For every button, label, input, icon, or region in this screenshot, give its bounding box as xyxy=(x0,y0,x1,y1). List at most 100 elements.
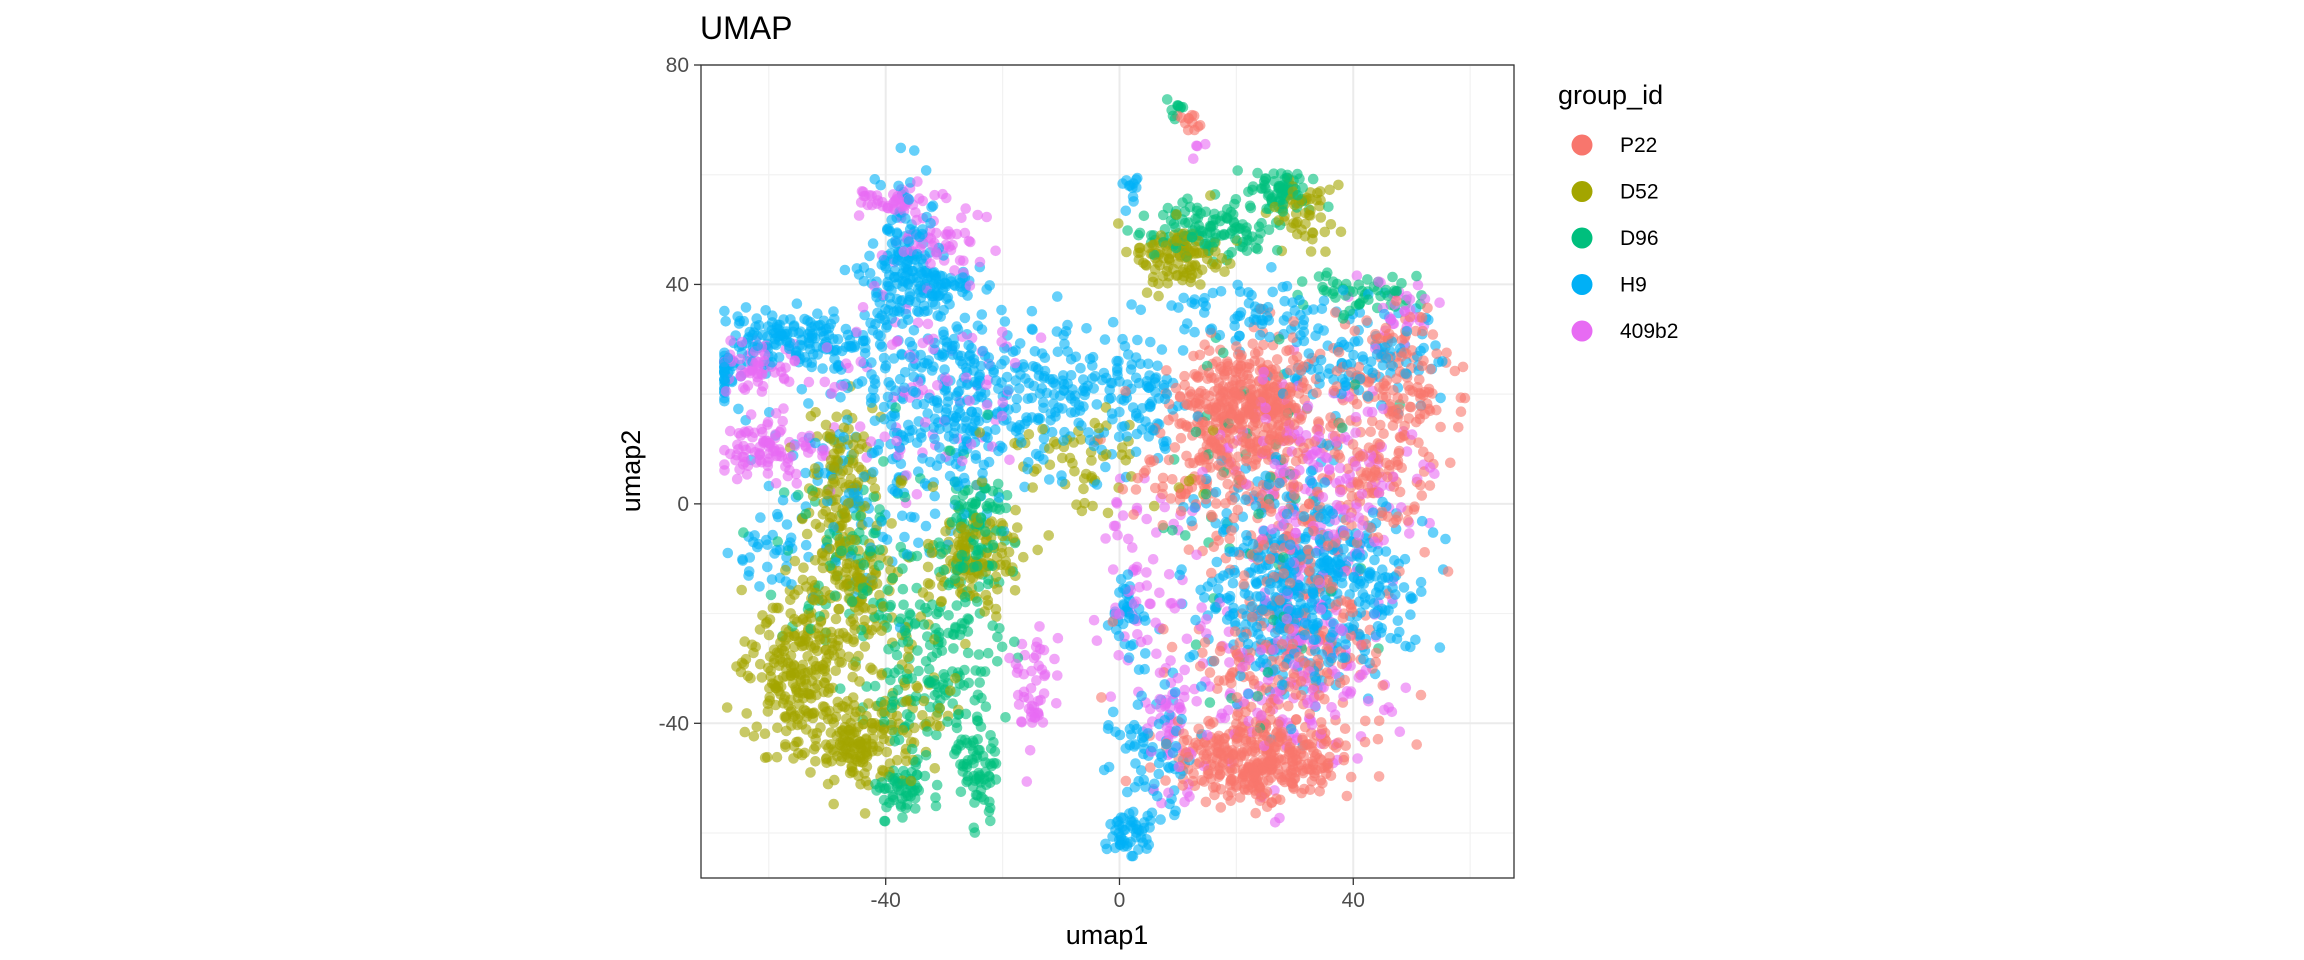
point-H9 xyxy=(1212,583,1224,595)
point-P22 xyxy=(1166,641,1178,653)
point-D96 xyxy=(1134,227,1146,239)
point-D52 xyxy=(1148,500,1160,512)
point-H9 xyxy=(719,305,730,317)
point-H9 xyxy=(1087,360,1098,371)
point-P22 xyxy=(1204,345,1215,357)
point-H9 xyxy=(867,325,879,336)
point-H9 xyxy=(1065,354,1077,365)
point-D52 xyxy=(1319,226,1331,238)
point-H9 xyxy=(938,326,949,338)
point-H9 xyxy=(767,310,778,322)
point-H9 xyxy=(1091,399,1103,410)
point-H9 xyxy=(828,306,839,317)
point-P22 xyxy=(1365,522,1376,533)
point-P22 xyxy=(1373,771,1385,782)
point-D52 xyxy=(1100,449,1112,460)
point-409b2 xyxy=(1434,297,1445,309)
point-409b2 xyxy=(1154,587,1165,599)
point-D96 xyxy=(912,645,923,656)
point-D96 xyxy=(949,573,961,584)
point-D96 xyxy=(1227,209,1239,220)
point-H9 xyxy=(951,411,962,423)
point-D96 xyxy=(976,692,987,704)
point-409b2 xyxy=(1049,653,1060,665)
point-H9 xyxy=(1434,642,1446,653)
point-409b2 xyxy=(731,473,743,485)
point-409b2 xyxy=(1030,641,1042,653)
point-P22 xyxy=(1197,647,1208,659)
point-D52 xyxy=(821,431,833,442)
point-H9 xyxy=(1243,287,1254,298)
point-409b2 xyxy=(1350,411,1362,423)
point-H9 xyxy=(1113,834,1125,846)
point-H9 xyxy=(1130,758,1141,769)
point-D96 xyxy=(951,722,963,734)
point-409b2 xyxy=(1172,672,1184,684)
point-409b2 xyxy=(1179,664,1190,676)
point-P22 xyxy=(1272,719,1284,730)
point-D52 xyxy=(1102,507,1114,519)
point-409b2 xyxy=(1016,716,1027,727)
point-P22 xyxy=(1304,708,1316,720)
point-D52 xyxy=(1031,463,1042,475)
point-D96 xyxy=(931,729,942,741)
point-409b2 xyxy=(739,456,751,468)
point-H9 xyxy=(1159,393,1171,405)
point-409b2 xyxy=(956,212,967,224)
point-409b2 xyxy=(1188,153,1199,164)
point-H9 xyxy=(926,365,938,376)
point-P22 xyxy=(1278,453,1290,465)
point-409b2 xyxy=(1163,569,1175,580)
point-H9 xyxy=(1113,630,1125,642)
point-P22 xyxy=(1249,678,1260,690)
point-H9 xyxy=(1254,303,1265,315)
point-D96 xyxy=(1252,167,1263,179)
point-409b2 xyxy=(1395,502,1407,513)
point-H9 xyxy=(1129,782,1141,793)
point-409b2 xyxy=(762,416,774,428)
point-H9 xyxy=(766,574,778,585)
point-D52 xyxy=(1009,585,1021,596)
point-409b2 xyxy=(1321,452,1333,464)
point-P22 xyxy=(1145,762,1156,773)
point-H9 xyxy=(1250,500,1262,512)
point-409b2 xyxy=(941,192,952,204)
point-H9 xyxy=(1318,295,1330,307)
point-P22 xyxy=(1261,682,1272,694)
point-D96 xyxy=(953,708,965,720)
point-D52 xyxy=(950,673,961,684)
point-D52 xyxy=(854,676,865,687)
point-P22 xyxy=(1214,645,1226,657)
point-H9 xyxy=(876,341,888,353)
point-409b2 xyxy=(1034,621,1045,632)
point-P22 xyxy=(1163,454,1175,466)
point-D96 xyxy=(855,511,866,522)
point-H9 xyxy=(886,214,897,226)
point-D52 xyxy=(805,767,816,778)
point-H9 xyxy=(922,305,933,317)
point-D96 xyxy=(1224,228,1236,239)
point-P22 xyxy=(1442,566,1454,577)
point-P22 xyxy=(1375,419,1386,431)
point-H9 xyxy=(1176,713,1187,725)
point-H9 xyxy=(990,424,1001,436)
point-D96 xyxy=(858,559,869,571)
point-H9 xyxy=(810,437,821,449)
point-D52 xyxy=(822,713,834,725)
point-H9 xyxy=(935,311,946,322)
point-H9 xyxy=(1385,632,1396,644)
point-H9 xyxy=(1392,615,1404,626)
point-P22 xyxy=(1283,700,1294,712)
point-H9 xyxy=(1364,566,1376,578)
point-H9 xyxy=(908,385,919,397)
point-H9 xyxy=(1189,294,1200,305)
point-409b2 xyxy=(931,227,942,239)
point-D52 xyxy=(917,710,928,721)
point-H9 xyxy=(1278,315,1290,326)
point-P22 xyxy=(1160,775,1171,786)
point-409b2 xyxy=(1329,709,1341,720)
point-D52 xyxy=(721,702,733,713)
point-H9 xyxy=(883,377,894,388)
point-H9 xyxy=(1113,820,1125,831)
